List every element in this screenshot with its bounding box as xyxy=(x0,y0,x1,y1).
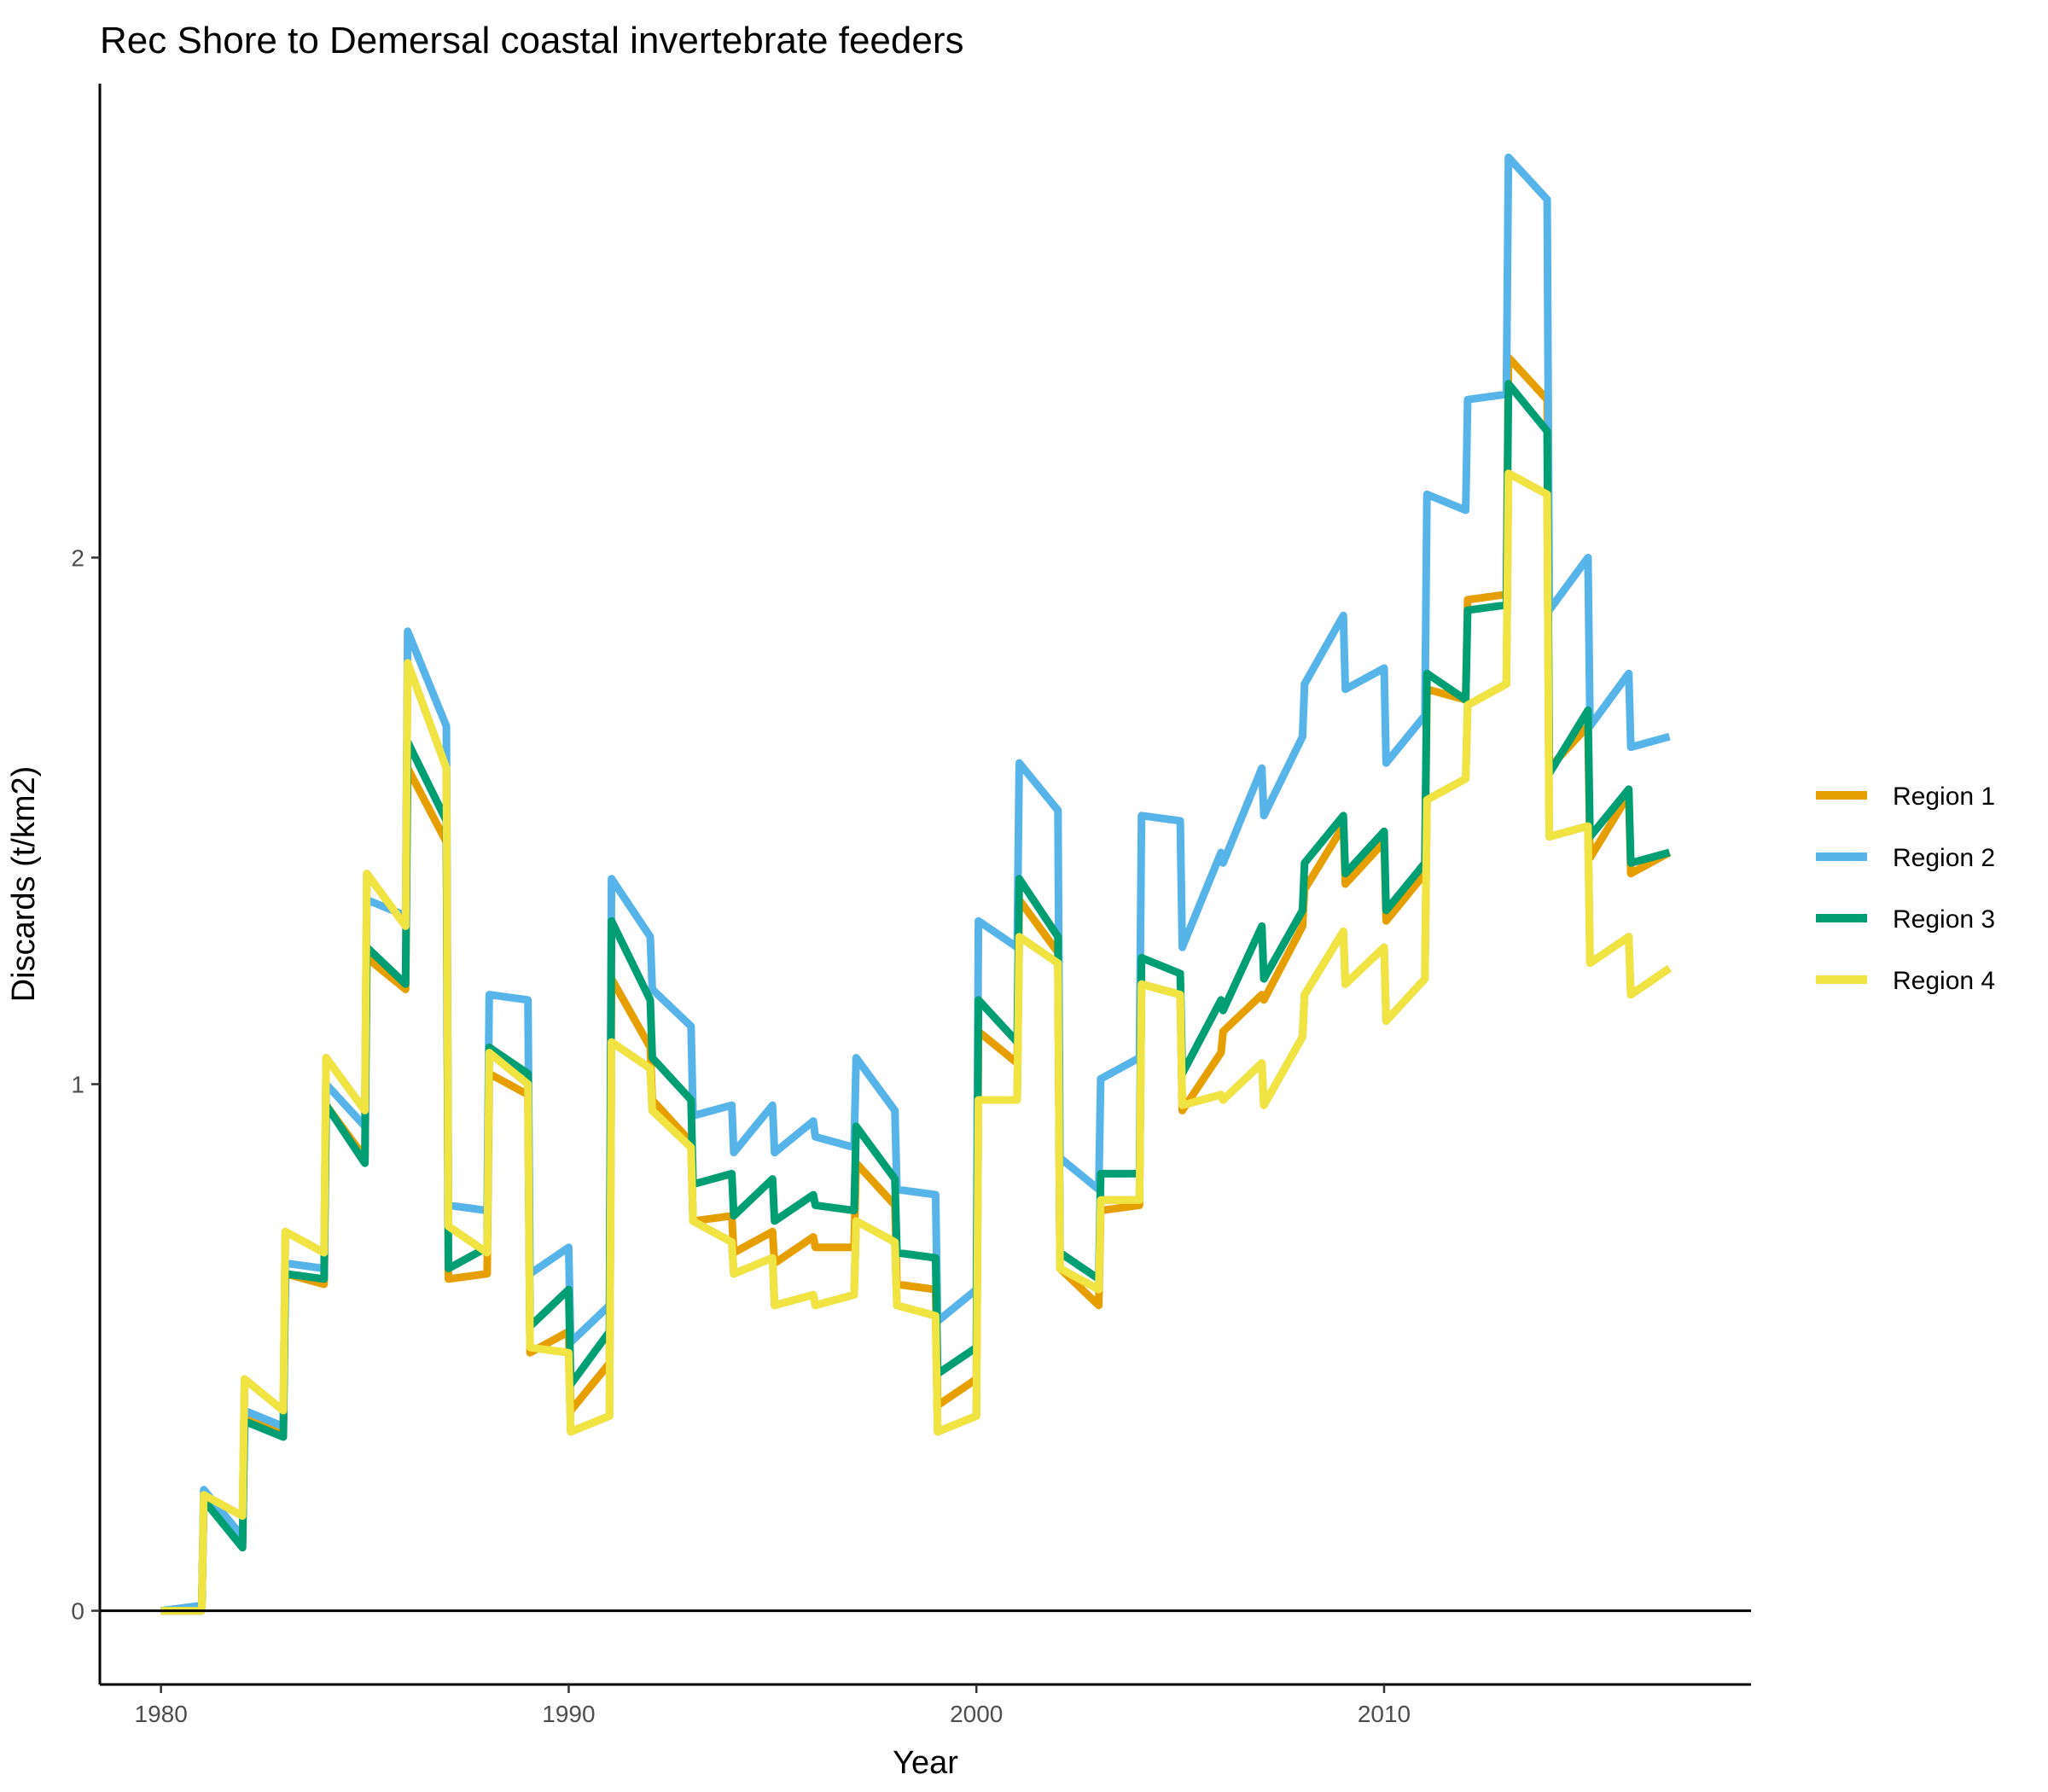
legend-label-region-4: Region 4 xyxy=(1893,967,1995,995)
legend-label-region-1: Region 1 xyxy=(1893,783,1995,811)
y-tick-label: 0 xyxy=(71,1598,84,1625)
y-tick-label: 1 xyxy=(71,1072,84,1098)
x-axis-title: Year xyxy=(893,1745,958,1781)
y-axis-ticks: 0 1 2 xyxy=(71,544,100,1625)
series-layer xyxy=(160,153,1672,1615)
chart-title: Rec Shore to Demersal coastal invertebra… xyxy=(100,20,964,61)
y-axis-title: Discards (t/km2) xyxy=(6,766,42,1003)
legend-label-region-2: Region 2 xyxy=(1893,844,1995,872)
x-tick-label: 1980 xyxy=(135,1701,188,1727)
series-line-region-2 xyxy=(160,153,1671,1615)
series-line-region-1-part-1 xyxy=(160,469,1672,1615)
x-axis-ticks: 1980 1990 2000 2010 xyxy=(135,1684,1411,1727)
series-line-region-1-part-2 xyxy=(160,353,1672,1615)
x-tick-label: 1990 xyxy=(542,1701,595,1727)
y-tick-label: 2 xyxy=(71,544,84,571)
legend: Region 1 Region 2 Region 3 Region 4 xyxy=(1816,783,1995,995)
series-line-region-3 xyxy=(160,380,1671,1615)
x-tick-label: 2000 xyxy=(950,1701,1003,1727)
legend-label-region-3: Region 3 xyxy=(1893,905,1995,934)
x-tick-label: 2010 xyxy=(1358,1701,1411,1727)
series-line-region-4 xyxy=(160,469,1672,1615)
